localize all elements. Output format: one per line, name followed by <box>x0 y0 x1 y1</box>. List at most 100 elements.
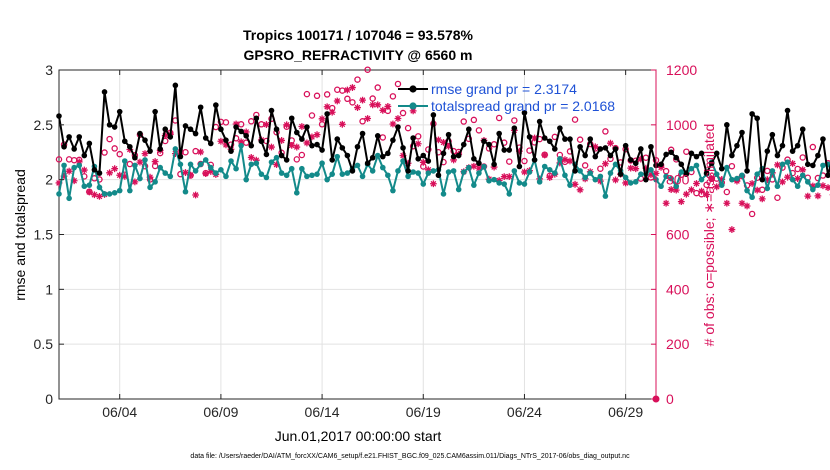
totalspread-point <box>638 171 644 177</box>
totalspread-point <box>258 171 265 177</box>
rmse-point <box>354 143 361 150</box>
rmse-point <box>253 115 260 122</box>
rmse-point <box>415 156 422 162</box>
rmse-point <box>314 141 320 148</box>
assimilated-obs-marker <box>303 139 311 147</box>
totalspread-point <box>582 174 588 181</box>
rmse-point <box>648 143 654 150</box>
totalspread-point <box>121 158 128 164</box>
rmse-point <box>374 133 381 139</box>
totalspread-point <box>430 168 437 174</box>
rmse-point <box>744 168 750 174</box>
rmse-point <box>668 149 674 156</box>
rmse-point <box>364 160 371 167</box>
totalspread-point <box>299 165 305 172</box>
possible-obs-marker <box>126 160 134 168</box>
totalspread-point <box>557 156 563 162</box>
rmse-point <box>228 148 234 154</box>
y-tick-label: 2.5 <box>34 117 54 133</box>
rmse-point <box>632 160 639 167</box>
possible-obs-marker <box>414 133 422 140</box>
rmse-point <box>142 137 148 143</box>
totalspread-point <box>187 161 194 168</box>
totalspread-point <box>466 164 472 171</box>
assimilated-obs-marker <box>703 191 710 198</box>
assimilated-obs-marker <box>298 123 306 130</box>
rmse-point <box>683 171 690 177</box>
assimilated-obs-marker <box>784 173 791 181</box>
assimilated-obs-marker <box>80 166 88 174</box>
totalspread-point <box>420 181 427 187</box>
assimilated-obs-marker <box>131 178 139 186</box>
rmse-point <box>617 171 624 177</box>
rmse-point <box>172 82 179 89</box>
totalspread-point <box>764 185 771 192</box>
series-layer <box>55 66 830 403</box>
y-tick-label: 0 <box>45 391 53 407</box>
y2-tick-label: 1200 <box>666 62 697 78</box>
rmse-point <box>526 134 533 140</box>
totalspread-point <box>587 170 594 176</box>
assimilated-obs-marker <box>70 177 78 185</box>
assimilated-obs-marker <box>399 152 407 159</box>
totalspread-point <box>820 162 826 169</box>
assimilated-obs-marker <box>121 172 129 180</box>
rmse-point <box>167 134 174 140</box>
rmse-point <box>111 124 118 130</box>
totalspread-point <box>729 176 735 183</box>
legend-marker <box>409 85 417 93</box>
x-tick-label: 06/04 <box>102 404 137 420</box>
rmse-point <box>385 150 391 157</box>
totalspread-point <box>374 152 381 159</box>
rmse-point <box>708 160 715 167</box>
rmse-point <box>116 108 123 115</box>
possible-obs-marker <box>192 147 199 155</box>
totalspread-point <box>177 161 184 168</box>
assimilated-obs-marker <box>693 180 700 187</box>
totalspread-point <box>172 146 179 152</box>
rmse-series <box>56 82 830 183</box>
assimilated-obs-marker <box>632 165 640 173</box>
totalspread-point <box>810 186 816 193</box>
rmse-point <box>622 142 629 149</box>
totalspread-point <box>344 170 351 176</box>
assimilated-obs-marker <box>116 171 124 179</box>
totalspread-point <box>167 173 174 180</box>
rmse-point <box>774 152 781 159</box>
totalspread-point <box>612 161 619 168</box>
assimilated-obs-marker <box>192 191 199 199</box>
possible-obs-marker <box>303 90 311 98</box>
y-tick-label: 1.5 <box>34 227 54 243</box>
totalspread-point <box>410 169 416 175</box>
totalspread-point <box>799 172 806 179</box>
data-file-footnote: data file: /Users/raeder/DAI/ATM_forcXX/… <box>190 453 630 460</box>
assimilated-obs-marker <box>602 160 609 168</box>
totalspread-point <box>450 168 457 174</box>
y-tick-label: 3 <box>45 62 53 78</box>
totalspread-point <box>268 159 275 165</box>
totalspread-point <box>496 180 502 186</box>
possible-obs-marker <box>728 162 736 170</box>
totalspread-point <box>607 170 614 176</box>
totalspread-point <box>66 195 72 202</box>
assimilated-obs-marker <box>141 150 149 158</box>
possible-obs-marker <box>571 116 579 123</box>
rmse-point <box>496 130 502 137</box>
totalspread-point <box>132 162 138 169</box>
assimilated-obs-marker <box>622 179 630 187</box>
assimilated-obs-marker <box>146 173 154 181</box>
assimilated-obs-marker <box>429 180 437 188</box>
possible-obs-marker <box>404 124 412 132</box>
totalspread-point <box>455 186 462 193</box>
totalspread-point <box>789 176 796 183</box>
rmse-point <box>162 126 169 133</box>
rmse-point <box>491 161 497 168</box>
assimilated-obs-marker <box>607 139 614 147</box>
assimilated-obs-marker <box>343 86 351 94</box>
totalspread-point <box>815 182 821 188</box>
totalspread-point <box>233 165 239 172</box>
assimilated-obs-marker <box>672 186 680 194</box>
assimilated-obs-marker <box>111 165 119 173</box>
rmse-point <box>820 136 826 142</box>
assimilated-obs-marker <box>419 158 427 166</box>
